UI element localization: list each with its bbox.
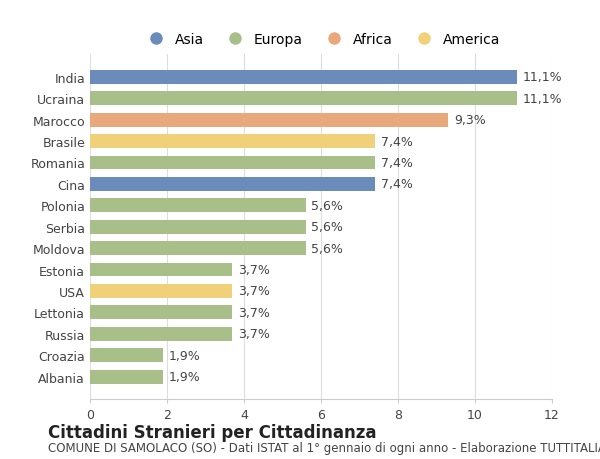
- Bar: [90, 263, 232, 277]
- Text: 3,7%: 3,7%: [238, 306, 270, 319]
- Text: 5,6%: 5,6%: [311, 199, 343, 213]
- Bar: [90, 284, 232, 298]
- Bar: [90, 199, 305, 213]
- Bar: [90, 327, 232, 341]
- Text: 9,3%: 9,3%: [454, 114, 485, 127]
- Text: Cittadini Stranieri per Cittadinanza: Cittadini Stranieri per Cittadinanza: [48, 423, 377, 441]
- Text: COMUNE DI SAMOLACO (SO) - Dati ISTAT al 1° gennaio di ogni anno - Elaborazione T: COMUNE DI SAMOLACO (SO) - Dati ISTAT al …: [48, 442, 600, 454]
- Text: 7,4%: 7,4%: [380, 157, 413, 170]
- Legend: Asia, Europa, Africa, America: Asia, Europa, Africa, America: [136, 28, 506, 53]
- Bar: [90, 348, 163, 362]
- Text: 3,7%: 3,7%: [238, 285, 270, 298]
- Bar: [90, 178, 375, 191]
- Bar: [90, 113, 448, 127]
- Bar: [90, 156, 375, 170]
- Text: 7,4%: 7,4%: [380, 178, 413, 191]
- Bar: [90, 71, 517, 84]
- Text: 11,1%: 11,1%: [523, 93, 563, 106]
- Text: 7,4%: 7,4%: [380, 135, 413, 148]
- Bar: [90, 135, 375, 149]
- Text: 3,7%: 3,7%: [238, 328, 270, 341]
- Text: 11,1%: 11,1%: [523, 71, 563, 84]
- Bar: [90, 370, 163, 384]
- Bar: [90, 306, 232, 319]
- Text: 1,9%: 1,9%: [169, 370, 200, 383]
- Bar: [90, 92, 517, 106]
- Bar: [90, 241, 305, 256]
- Bar: [90, 220, 305, 234]
- Text: 5,6%: 5,6%: [311, 242, 343, 255]
- Text: 1,9%: 1,9%: [169, 349, 200, 362]
- Text: 3,7%: 3,7%: [238, 263, 270, 276]
- Text: 5,6%: 5,6%: [311, 221, 343, 234]
